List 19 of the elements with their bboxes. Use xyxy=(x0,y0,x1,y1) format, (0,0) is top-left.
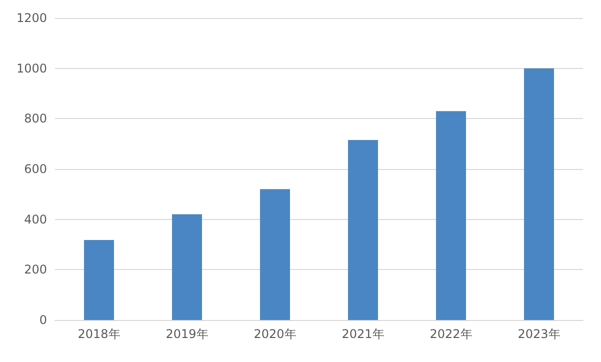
bar xyxy=(260,189,290,320)
bar xyxy=(524,68,554,320)
y-tick-label: 200 xyxy=(24,262,47,277)
x-tick-label: 2019年 xyxy=(166,327,208,341)
x-tick-label: 2020年 xyxy=(254,327,296,341)
bar xyxy=(436,111,466,320)
y-tick-label: 400 xyxy=(24,212,47,226)
y-tick-label: 600 xyxy=(24,162,47,176)
bar xyxy=(172,214,202,320)
x-tick-label: 2018年 xyxy=(78,327,120,341)
y-tick-label: 0 xyxy=(39,313,47,327)
bar xyxy=(348,140,378,320)
x-tick-label: 2023年 xyxy=(518,327,560,341)
y-tick-label: 1000 xyxy=(16,61,47,76)
x-tick-label: 2021年 xyxy=(342,327,384,341)
bar xyxy=(84,240,114,320)
y-tick-label: 1200 xyxy=(16,11,47,25)
x-tick-label: 2022年 xyxy=(430,327,472,341)
y-tick-label: 800 xyxy=(24,112,47,126)
